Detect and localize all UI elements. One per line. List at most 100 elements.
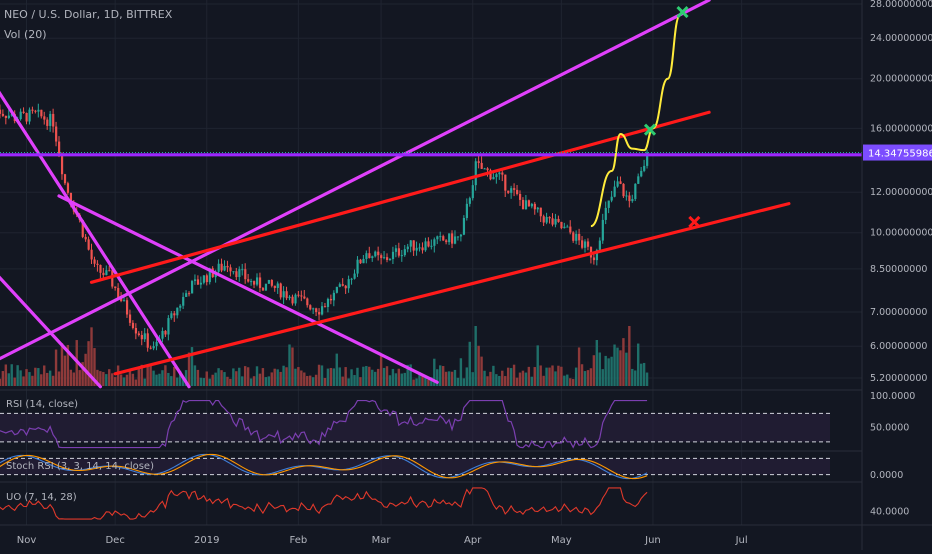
- volume-bar: [184, 370, 188, 386]
- candle-body: [403, 249, 406, 256]
- volume-bar: [489, 371, 492, 386]
- candle-body: [415, 247, 418, 251]
- candle-body: [581, 240, 584, 248]
- candle-body: [368, 253, 371, 259]
- candle-body: [548, 216, 551, 219]
- volume-bar: [344, 367, 347, 386]
- candle-body: [303, 296, 306, 299]
- volume-bar: [571, 379, 575, 386]
- trendline[interactable]: [89, 110, 711, 284]
- trendline[interactable]: [57, 194, 439, 384]
- x-marker[interactable]: [643, 123, 657, 136]
- candle-body: [323, 306, 327, 308]
- volume-bar: [187, 352, 191, 386]
- stoch-label: Stoch RSI (3, 3, 14, 14, close): [6, 461, 154, 472]
- candle-body: [598, 240, 601, 250]
- volume-bar: [146, 364, 149, 386]
- candle-body: [595, 249, 599, 261]
- volume-bar: [598, 352, 601, 386]
- candle-body: [19, 111, 22, 120]
- volume-bar: [155, 374, 158, 386]
- candle-body: [223, 265, 226, 271]
- volume-bar: [639, 363, 643, 386]
- volume-bar: [208, 378, 211, 386]
- trendline[interactable]: [0, 0, 711, 361]
- volume-bar: [326, 368, 330, 386]
- candle-body: [58, 141, 61, 156]
- drawings[interactable]: [0, 0, 862, 389]
- candle-body: [52, 113, 55, 127]
- volume-bar: [279, 371, 282, 386]
- projection-curve[interactable]: [590, 15, 681, 228]
- candle-body: [607, 200, 610, 208]
- volume-bar: [170, 376, 173, 386]
- candle-body: [149, 347, 152, 349]
- candle-body: [253, 281, 256, 285]
- candle-body: [453, 236, 457, 244]
- y-tick-label: 24.00000000: [870, 33, 932, 44]
- candle-body: [49, 113, 52, 126]
- volume-bar: [409, 364, 412, 386]
- candle-body: [176, 307, 179, 316]
- volume-bar: [102, 371, 105, 386]
- candle-body: [380, 255, 383, 259]
- current-price-label: 14.34755986: [868, 149, 932, 160]
- x-tick-label: Feb: [290, 535, 308, 546]
- volume-bar: [66, 344, 70, 386]
- candle-body: [134, 327, 138, 334]
- volume-bar: [178, 370, 182, 386]
- candle-body: [270, 279, 273, 286]
- trendline[interactable]: [113, 202, 791, 376]
- candle-body: [255, 277, 259, 285]
- candle-body: [350, 278, 353, 280]
- candle-body: [34, 110, 37, 112]
- volume-bar: [548, 367, 551, 386]
- candle-body: [578, 233, 581, 241]
- y-tick-label: 6.00000000: [870, 341, 927, 352]
- candle-body: [208, 268, 211, 283]
- candle-body: [167, 318, 170, 335]
- candle-body: [7, 115, 10, 118]
- candle-body: [335, 286, 338, 293]
- y-tick-label: 20.00000000: [870, 74, 932, 85]
- volume-bar: [303, 372, 306, 386]
- candle-body: [81, 220, 84, 237]
- volume-bar: [498, 375, 501, 386]
- candle-body: [267, 279, 271, 284]
- candle-body: [430, 245, 433, 247]
- candle-body: [504, 174, 507, 191]
- candle-body: [273, 285, 276, 288]
- candle-body: [152, 346, 155, 349]
- volume-bar: [371, 369, 374, 386]
- candle-body: [321, 306, 324, 315]
- candle-body: [646, 152, 649, 166]
- volume-bar: [406, 364, 409, 386]
- candle-body: [575, 233, 578, 241]
- candle-body: [445, 240, 448, 243]
- x-tick-label: Jul: [735, 535, 748, 546]
- candle-body: [610, 196, 613, 201]
- volume-bar: [108, 369, 111, 386]
- volume-bar: [306, 375, 309, 386]
- candles: [0, 103, 649, 352]
- volume-bar: [566, 374, 569, 386]
- volume-bar: [300, 370, 303, 386]
- trendline[interactable]: [0, 84, 191, 389]
- x-marker[interactable]: [676, 6, 689, 19]
- volume-bar: [37, 368, 40, 386]
- volume-bar: [152, 370, 155, 386]
- volume-bar: [625, 352, 628, 386]
- trendline[interactable]: [0, 271, 102, 389]
- candle-body: [451, 233, 454, 244]
- candle-body: [315, 308, 318, 313]
- volume-bar: [501, 370, 504, 386]
- candle-body: [43, 116, 46, 120]
- volume-bar: [276, 369, 279, 386]
- volume-bar: [63, 355, 67, 386]
- x-marker[interactable]: [688, 215, 701, 228]
- volume-bar: [40, 374, 43, 386]
- volume-bar: [54, 349, 58, 386]
- volume-bar: [589, 368, 593, 386]
